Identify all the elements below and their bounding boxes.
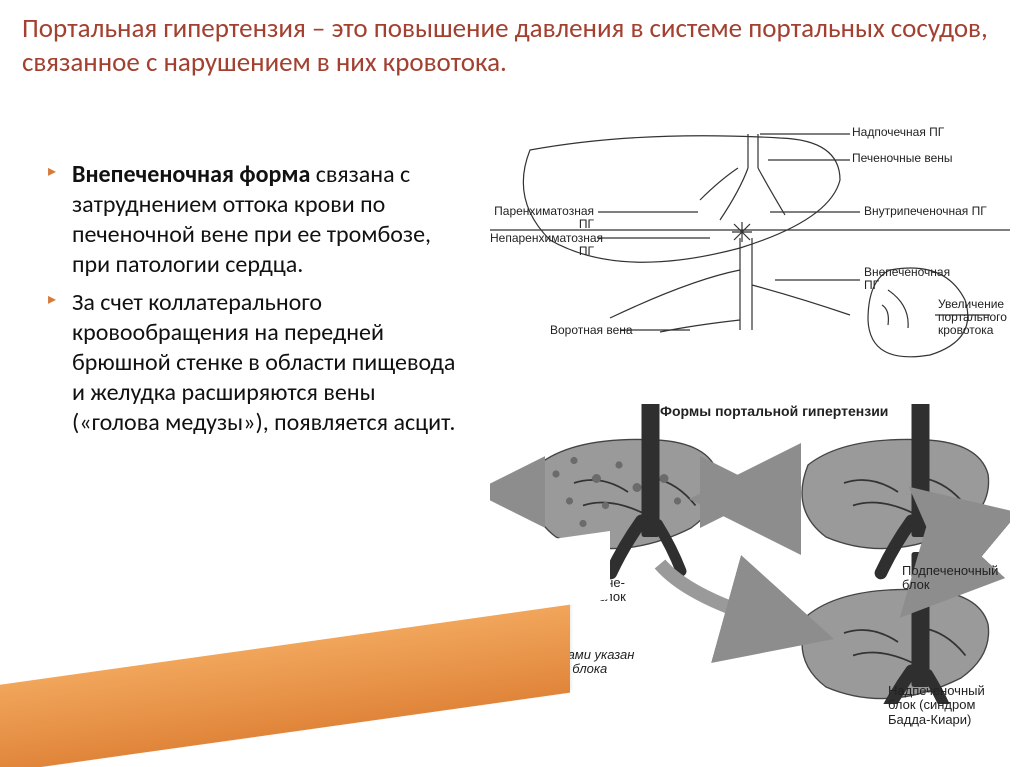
diagram-top: Надпочечная ПГ Печеночные вены Внутрипеч… [490, 120, 1010, 380]
slide-title: Портальная гипертензия – это повышение д… [22, 12, 1002, 80]
label: Внепеченочная ПГ [864, 266, 954, 292]
slide: Портальная гипертензия – это повышение д… [0, 0, 1024, 767]
bullet-strong: Внепеченочная форма [72, 160, 310, 189]
diagram-subtitle: Формы портальной гипертензии [660, 404, 888, 419]
bullet-item: За счет коллатерального кровообращения н… [48, 288, 458, 438]
label: Внутрипеченочная ПГ [864, 205, 987, 218]
bullet-rest: За счет коллатерального кровообращения н… [72, 288, 455, 437]
label: Увеличение портального кровотока [938, 298, 1010, 338]
label: Печеночные вены [852, 152, 953, 165]
body-text: Внепеченочная форма связана с затруднени… [48, 160, 458, 446]
label: Подпеченочный блок [902, 564, 1012, 593]
bullet-item: Внепеченочная форма связана с затруднени… [48, 160, 458, 280]
label: Надпеченочный блок (синдром Бадда-Киари) [888, 684, 1008, 727]
label: Воротная вена [550, 324, 633, 337]
label: Непаренхиматозная ПГ [490, 232, 594, 258]
label: Надпочечная ПГ [852, 126, 944, 139]
label: Паренхиматозная ПГ [494, 205, 594, 231]
